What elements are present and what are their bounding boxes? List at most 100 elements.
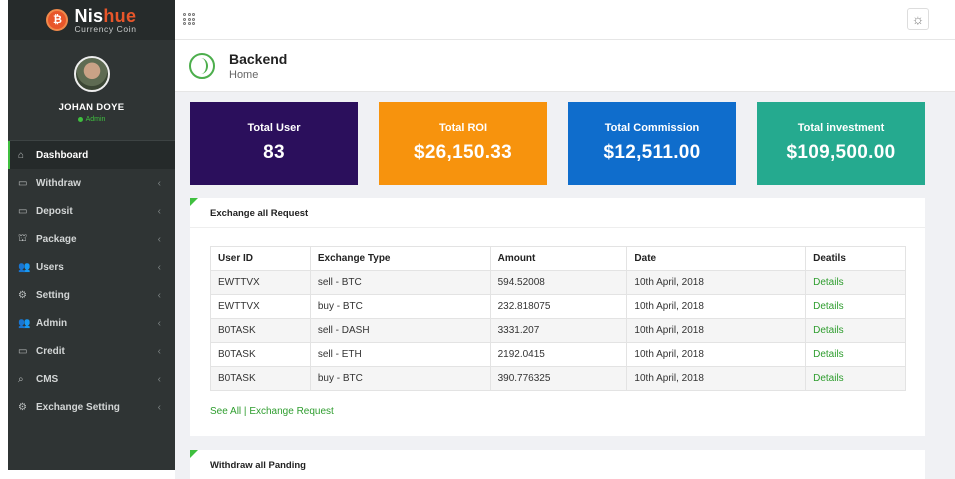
- sidebar-item-admin[interactable]: 👥 Admin ‹: [8, 309, 175, 337]
- table-row: B0TASK sell - DASH 3331.207 10th April, 201…: [210, 318, 906, 343]
- profile-panel: JOHAN DOYE Admin: [8, 40, 175, 141]
- card-title: Total investment: [797, 122, 885, 134]
- details-link[interactable]: Details: [805, 270, 906, 295]
- sidebar-item-dashboard[interactable]: ⌂ Dashboard: [8, 141, 175, 169]
- table-cell: 10th April, 2018: [626, 342, 807, 367]
- stat-card-total-user[interactable]: Total User 83: [190, 102, 358, 185]
- sidebar-item-users[interactable]: 👥 Users ‹: [8, 253, 175, 281]
- gear-icon: ⚙: [18, 289, 27, 301]
- table-header-row: User ID Exchange Type Amount Date Deatils: [210, 246, 906, 271]
- sidebar-nav: ⌂ Dashboard ▭ Withdraw ‹ ▭ Deposit ‹ ⛫ Package ‹ 👥 U…: [8, 141, 175, 421]
- table-cell: EWTTVX: [210, 270, 311, 295]
- details-link[interactable]: Details: [805, 294, 906, 319]
- table-cell: 390.776325: [489, 366, 628, 391]
- admin-icon: 👥: [18, 317, 31, 329]
- table-cell: EWTTVX: [210, 294, 311, 319]
- link-separator: |: [243, 406, 247, 417]
- table-cell: buy - BTC: [309, 294, 491, 319]
- panel-corner-marker: [190, 450, 198, 458]
- sidebar-item-setting[interactable]: ⚙ Setting ‹: [8, 281, 175, 309]
- sidebar-item-exchange-setting[interactable]: ⚙ Exchange Setting ‹: [8, 393, 175, 421]
- chevron-left-icon: ‹: [157, 317, 161, 329]
- brand-tagline: Currency Coin: [74, 23, 137, 34]
- card-value: $12,511.00: [603, 142, 701, 163]
- brand-logo[interactable]: ₿ Nishue Currency Coin: [8, 0, 175, 40]
- sidebar-item-label: Admin: [36, 317, 68, 329]
- stat-card-total-roi[interactable]: Total ROI $26,150.33: [379, 102, 547, 185]
- exchange-table: User ID Exchange Type Amount Date Deatils EW…: [210, 246, 906, 391]
- table-cell: buy - BTC: [309, 366, 491, 391]
- stat-card-total-investment[interactable]: Total investment $109,500.00: [757, 102, 925, 185]
- sidebar-item-cms[interactable]: ⌕ CMS ‹: [8, 365, 175, 393]
- sidebar-item-label: Credit: [36, 345, 65, 357]
- column-header: Date: [626, 246, 807, 271]
- panel-title: Exchange all Request: [190, 198, 925, 228]
- sidebar-item-deposit[interactable]: ▭ Deposit ‹: [8, 197, 175, 225]
- settings-icon[interactable]: ☼: [907, 8, 929, 30]
- table-cell: 10th April, 2018: [626, 318, 807, 343]
- table-cell: 10th April, 2018: [626, 366, 807, 391]
- exchange-panel: Exchange all Request User ID Exchange Typ…: [190, 198, 925, 436]
- see-all-links: See All | Exchange Request: [210, 406, 925, 417]
- card-icon: ▭: [18, 177, 28, 189]
- table-row: EWTTVX buy - BTC 232.818075 10th April, 201…: [210, 294, 906, 319]
- details-link[interactable]: Details: [805, 342, 906, 367]
- panel-title: Withdraw all Panding: [210, 460, 306, 471]
- online-status-icon: [77, 117, 83, 122]
- table-cell: B0TASK: [210, 366, 311, 391]
- page-header: Backend Home: [175, 40, 955, 92]
- details-link[interactable]: Details: [805, 318, 906, 343]
- chevron-left-icon: ‹: [157, 345, 161, 357]
- card-title: Total ROI: [438, 122, 488, 134]
- details-link[interactable]: Details: [805, 366, 906, 391]
- table-row: B0TASK sell - ETH 2192.0415 10th April, 201…: [210, 342, 906, 367]
- table-body: EWTTVX sell - BTC 594.52008 10th April, 201…: [210, 270, 906, 391]
- card-title: Total User: [247, 122, 301, 134]
- topbar: ☼: [175, 0, 955, 40]
- table-cell: 10th April, 2018: [626, 270, 807, 295]
- table-cell: sell - DASH: [309, 318, 491, 343]
- table-row: EWTTVX sell - BTC 594.52008 10th April, 201…: [210, 270, 906, 295]
- page-title: Backend: [229, 50, 288, 67]
- stat-cards: Total User 83 Total ROI $26,150.33 Total Com…: [190, 102, 925, 185]
- sidebar-item-package[interactable]: ⛫ Package ‹: [8, 225, 175, 253]
- users-icon: 👥: [18, 261, 31, 273]
- globe-icon: [189, 52, 215, 79]
- profile-name: JOHAN DOYE: [58, 102, 125, 113]
- chevron-left-icon: ‹: [157, 401, 161, 413]
- column-header: Amount: [489, 246, 628, 271]
- coin-logo-icon: ₿: [46, 9, 69, 31]
- sidebar: ₿ Nishue Currency Coin JOHAN DOYE Admin …: [8, 0, 175, 470]
- brand-text: Nishue Currency Coin: [74, 7, 136, 34]
- breadcrumb[interactable]: Home: [229, 68, 259, 81]
- gear-icon: ⚙: [18, 401, 27, 413]
- sidebar-item-label: Deposit: [36, 205, 73, 217]
- card-value: $109,500.00: [786, 142, 896, 163]
- sidebar-item-label: Package: [36, 233, 77, 245]
- card-value: 83: [263, 142, 285, 163]
- panel-corner-marker: [190, 198, 198, 206]
- apps-grid-icon[interactable]: [183, 13, 195, 25]
- home-icon: ⌂: [18, 149, 25, 161]
- table-row: B0TASK buy - BTC 390.776325 10th April, 201…: [210, 366, 906, 391]
- sidebar-item-label: Exchange Setting: [36, 401, 120, 413]
- avatar[interactable]: [73, 56, 110, 92]
- chevron-left-icon: ‹: [157, 233, 161, 245]
- see-all-link[interactable]: See All: [210, 406, 242, 417]
- sidebar-item-credit[interactable]: ▭ Credit ‹: [8, 337, 175, 365]
- sidebar-item-withdraw[interactable]: ▭ Withdraw ‹: [8, 169, 175, 197]
- search-icon: ⌕: [18, 373, 24, 385]
- sidebar-item-label: CMS: [36, 373, 59, 385]
- column-header: Deatils: [805, 246, 906, 271]
- main-content: Backend Home Total User 83 Total ROI $26,15…: [175, 40, 955, 479]
- brand-name: Nishue: [74, 5, 137, 26]
- chevron-left-icon: ‹: [157, 289, 161, 301]
- card-icon: ▭: [18, 205, 28, 217]
- chevron-left-icon: ‹: [157, 261, 161, 273]
- table-cell: B0TASK: [210, 342, 311, 367]
- table-cell: sell - ETH: [309, 342, 491, 367]
- stat-card-total-commission[interactable]: Total Commission $12,511.00: [568, 102, 736, 185]
- table-cell: B0TASK: [210, 318, 311, 343]
- exchange-request-link[interactable]: Exchange Request: [249, 406, 334, 417]
- package-icon: ⛫: [18, 232, 28, 244]
